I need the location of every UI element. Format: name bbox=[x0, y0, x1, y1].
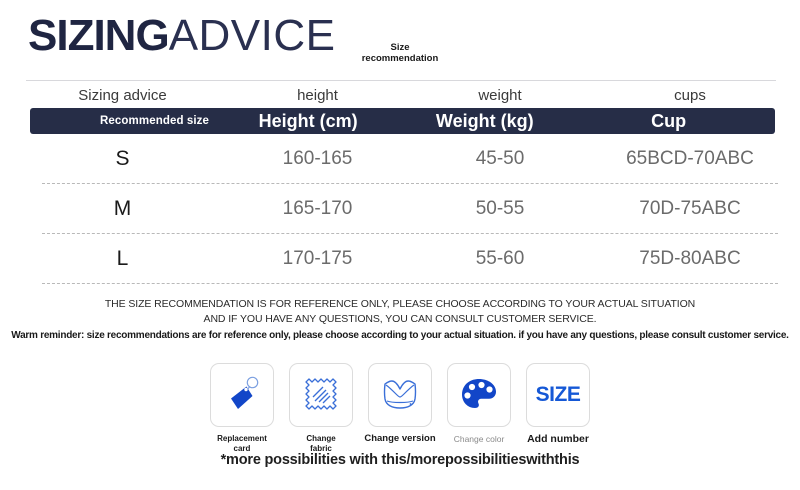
icon-box bbox=[447, 363, 511, 427]
fabric-swatch-icon bbox=[305, 378, 337, 410]
table-subheader-row: Sizing advice height weight cups bbox=[0, 82, 800, 108]
cell-height: 165-170 bbox=[282, 197, 353, 219]
cell-height: 160-165 bbox=[282, 147, 353, 169]
sports-bra-icon bbox=[383, 380, 417, 409]
feature-label-line2: fabric bbox=[310, 444, 332, 453]
size-text-icon: SIZE bbox=[535, 383, 581, 406]
feature-label-line2: card bbox=[233, 444, 251, 453]
paint-palette-icon bbox=[462, 379, 496, 408]
cell-weight: 50-55 bbox=[475, 197, 525, 219]
feature-label-line1: Change version bbox=[364, 433, 436, 444]
disclaimer-primary: THE SIZE RECOMMENDATION IS FOR REFERENCE… bbox=[0, 297, 800, 327]
icon-box bbox=[210, 363, 274, 427]
feature-change-color[interactable]: Change color bbox=[443, 363, 515, 444]
header-cell-cup: Cup bbox=[651, 110, 687, 131]
cell-size: L bbox=[116, 246, 129, 270]
feature-label: Change version bbox=[364, 434, 435, 444]
feature-label-line1: Change bbox=[306, 434, 336, 443]
cell-cup: 70D-75ABC bbox=[639, 197, 741, 219]
price-tag-icon bbox=[231, 376, 259, 409]
subheader-cell-weight: weight bbox=[478, 86, 522, 104]
sizing-table: Sizing advice height weight cups Recomme… bbox=[0, 82, 800, 284]
feature-label: Replacement card bbox=[217, 434, 267, 454]
page-title: SIZINGADVICE bbox=[28, 14, 336, 68]
cell-cup: 65BCD-70ABC bbox=[626, 147, 754, 169]
feature-label: Add number bbox=[527, 433, 589, 445]
feature-label-line1: Change color bbox=[453, 434, 505, 444]
row-divider bbox=[42, 233, 778, 234]
table-header-row: Recommended size Height (cm) Weight (kg)… bbox=[30, 108, 775, 134]
feature-icon-strip: Replacement card Change fabric bbox=[0, 363, 800, 454]
icon-box bbox=[368, 363, 432, 427]
icon-box bbox=[289, 363, 353, 427]
icon-box: SIZE bbox=[526, 363, 590, 427]
disclaimer-warm-reminder: Warm reminder: size recommendations are … bbox=[11, 330, 789, 341]
page-title-bold: SIZING bbox=[28, 11, 170, 60]
header-cell-weight: Weight (kg) bbox=[435, 110, 534, 131]
header-cell-size: Recommended size bbox=[100, 115, 209, 127]
subheader-cell-size: Sizing advice bbox=[78, 86, 167, 104]
page-title-thin: ADVICE bbox=[168, 11, 336, 60]
page-subtitle: Size recommendation bbox=[330, 42, 470, 64]
cell-weight: 55-60 bbox=[475, 247, 525, 269]
cell-size: M bbox=[113, 196, 132, 220]
subheader-cell-height: height bbox=[297, 86, 338, 104]
table-row: L 170-175 55-60 75D-80ABC bbox=[0, 234, 800, 283]
table-row: M 165-170 50-55 70D-75ABC bbox=[0, 184, 800, 233]
page-header: SIZINGADVICE Size recommendation bbox=[0, 14, 800, 81]
feature-label: Change fabric bbox=[306, 434, 335, 454]
disclaimer-primary-line2: AND IF YOU HAVE ANY QUESTIONS, YOU CAN C… bbox=[203, 313, 597, 325]
feature-label-line1: Add number bbox=[527, 433, 589, 445]
page-subtitle-line1: Size bbox=[390, 42, 410, 53]
row-divider bbox=[42, 183, 778, 184]
feature-replacement-card[interactable]: Replacement card bbox=[206, 363, 278, 454]
page-subtitle-line2: recommendation bbox=[361, 53, 439, 64]
table-row: S 160-165 45-50 65BCD-70ABC bbox=[0, 134, 800, 183]
feature-change-fabric[interactable]: Change fabric bbox=[285, 363, 357, 454]
row-divider bbox=[42, 283, 778, 284]
feature-add-number[interactable]: SIZE Add number bbox=[522, 363, 594, 444]
title-divider bbox=[26, 80, 776, 81]
cell-height: 170-175 bbox=[282, 247, 353, 269]
feature-change-version[interactable]: Change version bbox=[364, 363, 436, 444]
cell-cup: 75D-80ABC bbox=[639, 247, 741, 269]
footer-tagline: *more possibilities with this/morepossib… bbox=[220, 452, 580, 468]
subheader-cell-cups: cups bbox=[674, 86, 706, 104]
feature-label: Change color bbox=[454, 434, 505, 444]
disclaimer-primary-line1: THE SIZE RECOMMENDATION IS FOR REFERENCE… bbox=[104, 298, 696, 310]
cell-weight: 45-50 bbox=[475, 147, 525, 169]
header-cell-height: Height (cm) bbox=[258, 110, 358, 131]
cell-size: S bbox=[115, 146, 130, 170]
feature-label-line1: Replacement bbox=[217, 434, 267, 443]
